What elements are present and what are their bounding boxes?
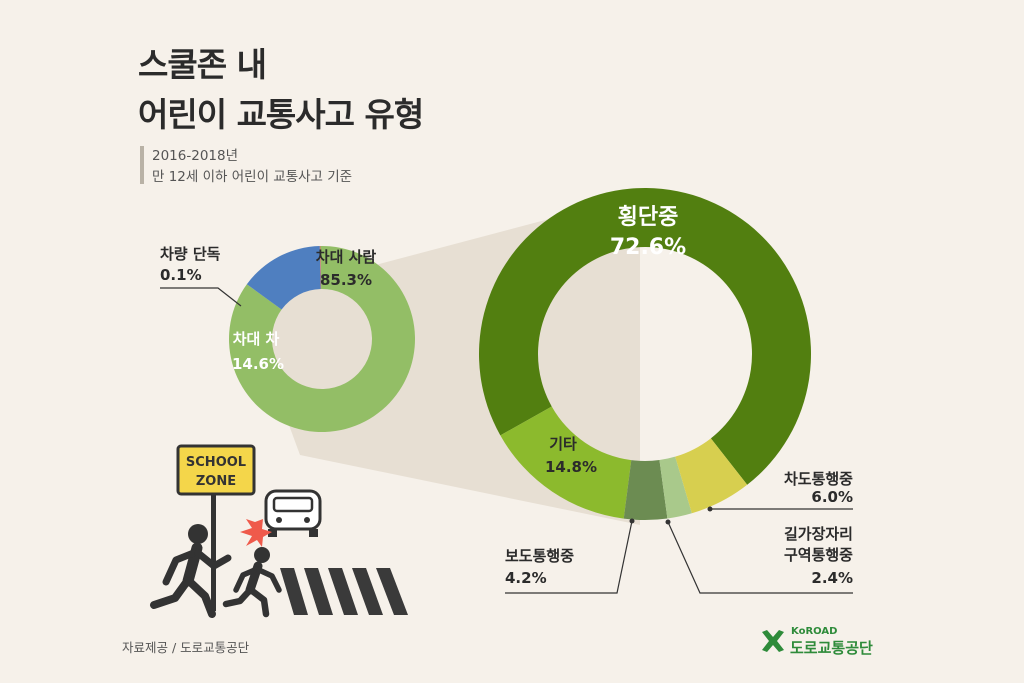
label-single-vehicle: 차량 단독 — [160, 245, 221, 263]
school-zone-sign — [176, 444, 256, 496]
sign-text-school: SCHOOL — [186, 455, 246, 470]
donut-pedestrian-action — [479, 188, 811, 520]
label-roadway: 차도통행중 — [784, 470, 853, 488]
slice-car-person — [228, 246, 415, 432]
slice-other — [500, 406, 632, 519]
leader-sidewalk — [505, 520, 633, 594]
koroad-logo-icon — [762, 630, 784, 652]
data-source: 자료제공 / 도로교통공단 — [122, 640, 250, 655]
slice-roadside — [659, 456, 692, 519]
donut-accident-type — [228, 246, 415, 432]
leader-dot-roadway — [707, 506, 713, 512]
leader-dot-sidewalk — [629, 518, 635, 524]
slice-roadway — [675, 438, 748, 514]
logo-text-en: KoROAD — [791, 626, 838, 637]
logo-text-ko: 도로교통공단 — [790, 639, 873, 657]
impact-burst-icon — [240, 519, 272, 547]
leader-roadside — [667, 521, 853, 594]
page-title-line1: 스쿨존 내 — [138, 45, 267, 84]
slice-single-vehicle — [319, 246, 322, 290]
crosswalk — [280, 568, 408, 615]
value-car-car: 14.6% — [232, 355, 284, 373]
subtitle-period: 2016-2018년 — [152, 148, 239, 164]
label-roadside-line2: 구역통행중 — [784, 546, 853, 564]
leader-dot-roadside — [665, 519, 671, 525]
sign-text-zone: ZONE — [196, 474, 236, 489]
sign-post — [211, 491, 216, 611]
value-sidewalk: 4.2% — [505, 569, 547, 587]
school-zone-illustration: SCHOOL ZONE — [150, 444, 408, 618]
page-title-line2: 어린이 교통사고 유형 — [138, 95, 424, 134]
car-icon — [264, 489, 322, 537]
subtitle-accent-bar — [140, 146, 144, 184]
subtitle-criteria: 만 12세 이하 어린이 교통사고 기준 — [152, 169, 353, 185]
label-sidewalk: 보도통행중 — [505, 547, 574, 565]
value-car-person: 85.3% — [320, 271, 372, 289]
value-roadside: 2.4% — [811, 569, 853, 587]
label-car-person: 차대 사람 — [316, 248, 377, 266]
child-pedestrian-icon — [222, 547, 282, 618]
value-roadway: 6.0% — [811, 488, 853, 506]
label-car-car: 차대 차 — [233, 330, 280, 348]
slice-sidewalk — [623, 460, 668, 520]
slice-crossing — [479, 188, 811, 485]
adult-pedestrian-icon — [150, 524, 232, 618]
slice-car-car — [246, 246, 321, 310]
value-other: 14.8% — [545, 458, 597, 476]
label-roadside-line1: 길가장자리 — [784, 525, 853, 543]
label-other: 기타 — [549, 435, 577, 453]
label-crossing: 횡단중 — [618, 205, 679, 230]
leader-single-vehicle — [160, 287, 242, 307]
value-crossing: 72.6% — [610, 235, 686, 260]
value-single-vehicle: 0.1% — [160, 266, 202, 284]
